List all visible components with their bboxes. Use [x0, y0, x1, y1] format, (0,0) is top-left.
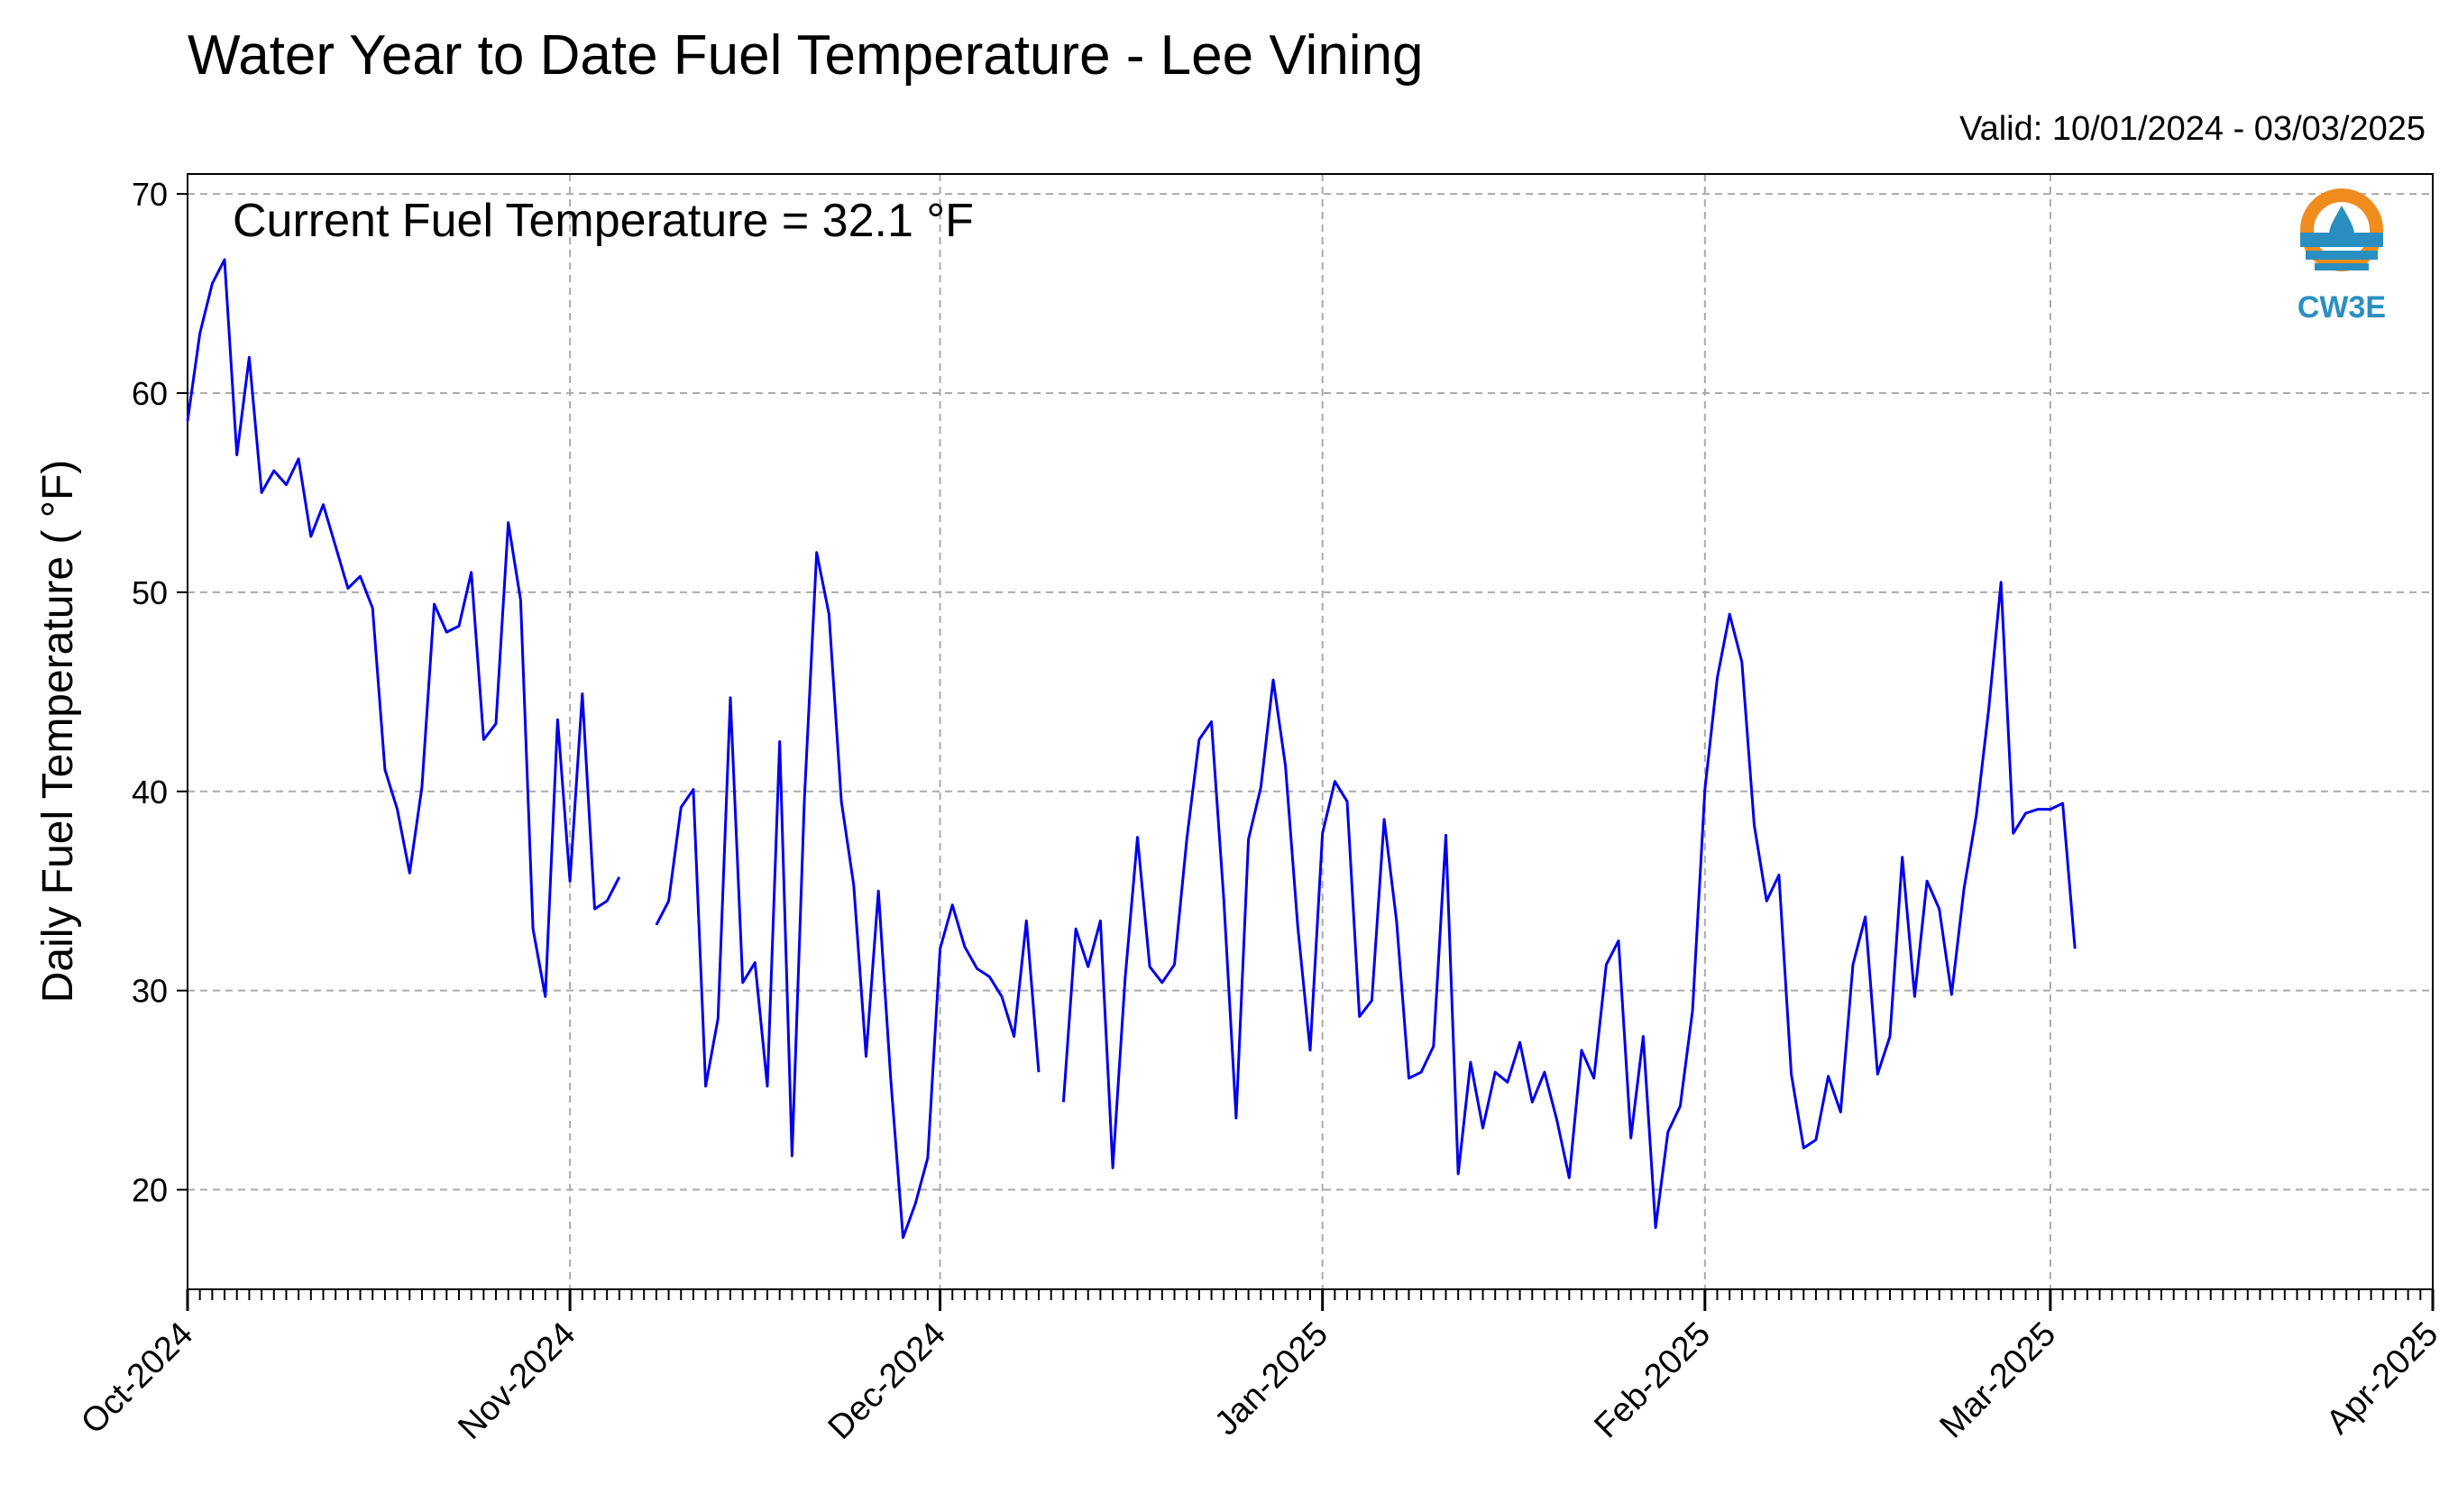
logo-text: CW3E: [2297, 290, 2386, 325]
logo-wave-icon-2: [2306, 251, 2378, 260]
x-tick-label: Oct-2024: [74, 1315, 200, 1442]
y-tick-label: 20: [132, 1172, 168, 1209]
y-axis-label: Daily Fuel Temperature ( °F): [34, 460, 82, 1003]
fuel-temp-line-segment: [186, 258, 621, 998]
x-tick-labels: Oct-2024 Nov-2024 Dec-2024 Jan-2025 Feb-2025…: [74, 1315, 2445, 1447]
series-lines: [186, 258, 2077, 1240]
current-temp-annotation: Current Fuel Temperature = 32.1 °F: [233, 195, 974, 247]
y-tick-label: 60: [132, 375, 168, 412]
y-tick-label: 50: [132, 574, 168, 611]
chart-title: Water Year to Date Fuel Temperature - Le…: [188, 24, 1424, 87]
logo-wave-icon-3: [2315, 263, 2369, 270]
x-tick-label: Jan-2025: [1207, 1315, 1335, 1443]
x-tick-label: Feb-2025: [1587, 1315, 1718, 1446]
y-tick-label: 70: [132, 176, 168, 213]
fuel-temp-line-segment: [655, 551, 1041, 1240]
water-drop-icon: [2329, 206, 2354, 247]
x-tick-label: Mar-2025: [1933, 1315, 2064, 1446]
x-tick-label: Dec-2024: [821, 1315, 953, 1447]
grid-lines: [188, 174, 2433, 1289]
y-tick-labels: 20 30 40 50 60 70: [132, 176, 168, 1208]
cw3e-logo: CW3E: [2297, 188, 2386, 325]
plot-frame: [187, 173, 2434, 1290]
valid-date-range: Valid: 10/01/2024 - 03/03/2025: [1959, 110, 2426, 148]
y-tick-label: 30: [132, 973, 168, 1010]
axis-ticks: [177, 193, 2435, 1311]
x-tick-label: Apr-2025: [2319, 1315, 2445, 1442]
fuel-temp-line-segment: [1061, 581, 2077, 1229]
y-tick-label: 40: [132, 774, 168, 811]
x-tick-label: Nov-2024: [451, 1315, 582, 1447]
